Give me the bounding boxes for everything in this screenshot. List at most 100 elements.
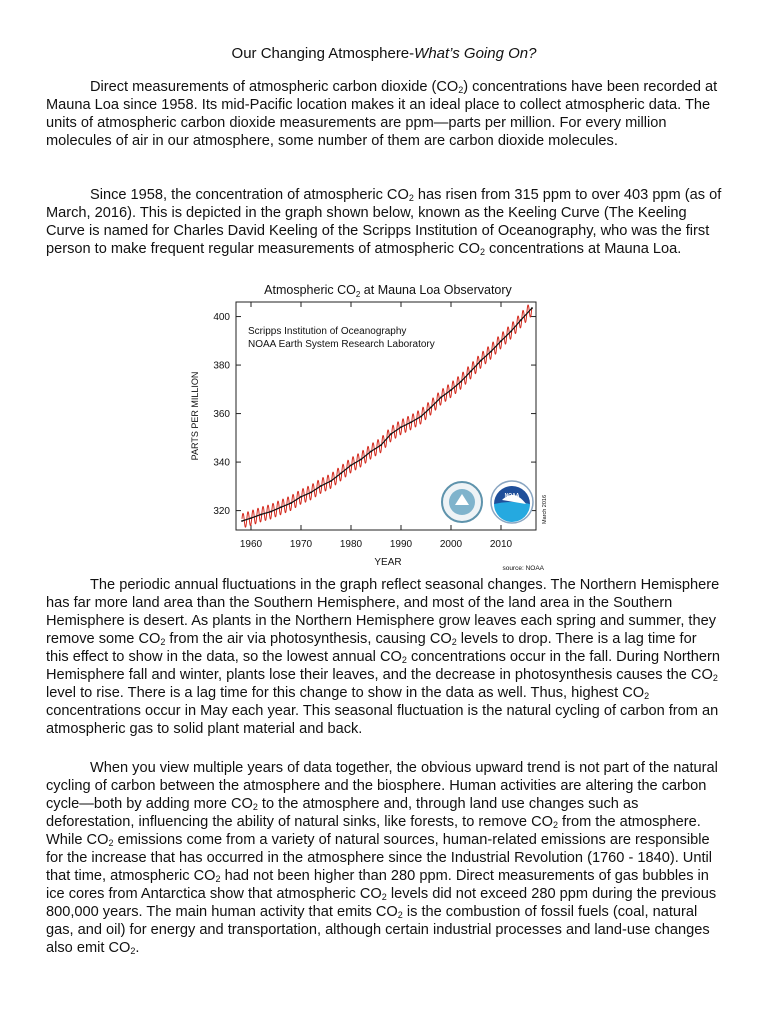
data-point [300, 495, 302, 498]
keeling-curve-chart: Atmospheric CO2 at Mauna Loa Observatory… [182, 276, 582, 574]
text-run: concentrations occur in May each year. T… [46, 703, 719, 737]
noaa-logo: NOAA [490, 480, 534, 524]
y-tick-label: 380 [213, 361, 230, 372]
text-run: had not been higher than 280 ppm. Direct… [46, 868, 709, 902]
paragraph-2: Since 1958, the concentration of atmosph… [46, 186, 722, 258]
text-run: concentrations occur in the fall. During… [46, 649, 721, 683]
x-tick-label: 2000 [440, 539, 463, 550]
data-point [470, 370, 472, 373]
y-axis-label: PARTS PER MILLION [190, 372, 200, 461]
data-point [390, 433, 392, 435]
data-point [350, 464, 352, 467]
scripps-logo [441, 481, 483, 523]
y-tick-label: 340 [213, 458, 230, 469]
title-main: Our Changing Atmosphere- [231, 45, 415, 62]
text-run: The periodic annual fluctuations in the … [46, 577, 720, 647]
data-point [480, 359, 482, 362]
x-tick-label: 1970 [290, 539, 313, 550]
data-point [510, 330, 512, 333]
subscript: 2 [644, 691, 650, 701]
text-run: levels did not exceed 280 ppm during the… [46, 886, 717, 920]
text-run: levels to drop. There is a lag time for … [46, 631, 697, 665]
subscript: 2 [252, 802, 258, 812]
title-emphasis: What’s Going On? [414, 45, 537, 62]
subscript: 2 [401, 655, 407, 665]
data-point [450, 389, 452, 391]
text-run: concentrations at Mauna Loa. [484, 241, 682, 257]
data-point [380, 444, 382, 447]
paragraph-4: When you view multiple years of data tog… [46, 759, 722, 957]
source-note: source: NOAA [502, 565, 544, 572]
data-point [340, 472, 342, 475]
data-point [440, 396, 442, 399]
text-run: Direct measurements of atmospheric carbo… [90, 79, 459, 95]
subscript: 2 [458, 85, 464, 95]
plot-frame [235, 301, 537, 531]
data-point [290, 502, 292, 504]
data-point [420, 415, 422, 418]
data-point [410, 421, 412, 424]
subscript: 2 [397, 910, 403, 920]
data-point [520, 319, 522, 321]
subscript: 2 [130, 946, 136, 956]
x-axis-label: YEAR [374, 557, 401, 568]
text-run: . [135, 940, 140, 956]
text-run: from the atmosphere. While CO [46, 814, 701, 848]
subscript: 2 [215, 874, 221, 884]
y-tick-label: 320 [213, 506, 230, 517]
text-run: from the air via photosynthesis, causing… [165, 631, 452, 647]
data-point [241, 520, 243, 522]
data-point [400, 426, 402, 429]
x-tick-label: 2010 [490, 539, 513, 550]
data-point [490, 350, 492, 353]
subscript: 2 [408, 193, 414, 203]
data-point [280, 506, 282, 509]
subscript: 2 [381, 892, 387, 902]
text-run: is the combustion of fossil fuels (coal,… [46, 904, 710, 956]
text-run: ) concentrations have been recorded at M… [46, 79, 718, 149]
subscript: 2 [451, 637, 457, 647]
text-run: Since 1958, the concentration of atmosph… [90, 187, 409, 203]
data-point [370, 450, 372, 453]
chart-title: Atmospheric CO2 at Mauna Loa Observatory [264, 283, 512, 299]
data-point [250, 517, 252, 520]
noaa-logo-gull [502, 494, 526, 504]
subscript: 2 [160, 637, 166, 647]
noaa-logo-text: NOAA [505, 493, 520, 499]
scripps-logo-mark [455, 494, 469, 505]
text-run: emissions come from a variety of natural… [46, 832, 713, 884]
data-point [360, 458, 362, 461]
seasonal-co2-line [241, 304, 533, 528]
x-tick-label: 1960 [240, 539, 263, 550]
annotation-noaa: NOAA Earth System Research Laboratory [248, 339, 435, 350]
data-point [260, 513, 262, 516]
text-run: When you view multiple years of data tog… [46, 760, 718, 812]
axes: 1960 1970 1980 1990 2000 2010 320 340 360 380 400 [213, 302, 536, 550]
page-title: Our Changing Atmosphere-What’s Going On? [0, 44, 768, 64]
text-run: level to rise. There is a lag time for t… [46, 685, 645, 701]
data-point [531, 307, 533, 309]
noaa-logo-sea [494, 502, 530, 522]
subscript: 2 [479, 247, 485, 257]
data-point [320, 484, 322, 487]
series-group [241, 304, 533, 528]
x-tick-label: 1990 [390, 539, 413, 550]
data-point [270, 510, 272, 513]
subscript: 2 [108, 838, 114, 848]
annotation-scripps: Scripps Institution of Oceanography [248, 326, 406, 337]
paragraph-1: Direct measurements of atmospheric carbo… [46, 78, 722, 150]
data-point [310, 491, 312, 494]
y-tick-label: 400 [213, 312, 230, 323]
paragraph-3: The periodic annual fluctuations in the … [46, 576, 722, 738]
subscript: 2 [552, 820, 558, 830]
data-point [430, 406, 432, 409]
date-note: March 2016 [542, 495, 548, 524]
data-point [460, 380, 462, 383]
chart-svg: Atmospheric CO2 at Mauna Loa Observatory… [190, 283, 548, 572]
data-point [330, 480, 332, 482]
subscript: 2 [712, 673, 718, 683]
x-tick-label: 1980 [340, 539, 363, 550]
text-run: to the atmosphere and, through land use … [46, 796, 639, 830]
y-tick-label: 360 [213, 409, 230, 420]
